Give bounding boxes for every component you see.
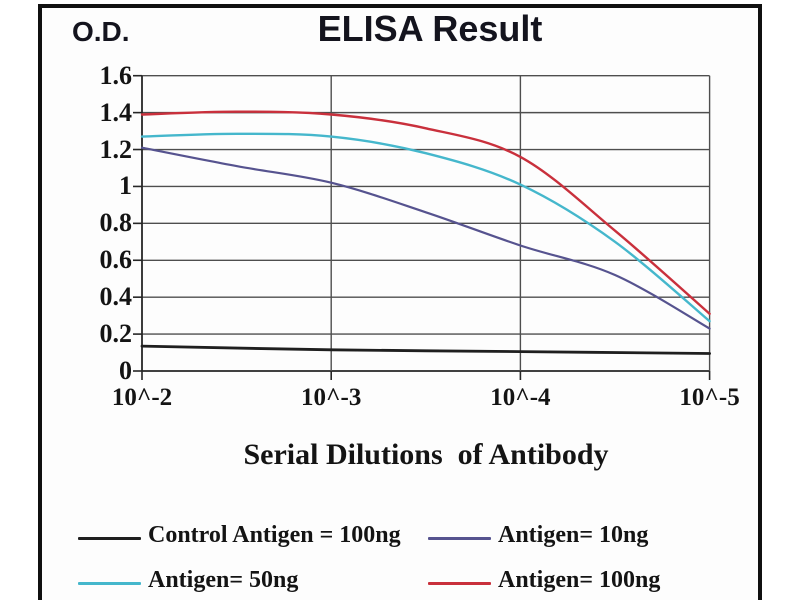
x-tick-label: 10^-4 bbox=[490, 384, 551, 411]
legend-line-sample bbox=[78, 582, 141, 585]
x-tick-label: 10^-3 bbox=[301, 384, 362, 411]
x-tick-label: 10^-5 bbox=[679, 384, 740, 411]
y-tick-label: 0.6 bbox=[99, 245, 133, 275]
legend-line-sample bbox=[428, 582, 491, 585]
y-tick-label: 0.4 bbox=[99, 282, 133, 312]
figure-frame bbox=[38, 4, 762, 600]
x-tick-label: 10^-2 bbox=[111, 384, 173, 411]
legend-label: Antigen= 10ng bbox=[498, 522, 649, 548]
y-tick-label: 1.4 bbox=[99, 97, 133, 127]
curve-antigen-100ng bbox=[140, 110, 711, 315]
y-tick-label: 0 bbox=[119, 356, 132, 385]
y-tick-label: 0.2 bbox=[99, 319, 133, 349]
legend-line-sample bbox=[78, 537, 141, 540]
y-tick-label: 1 bbox=[119, 171, 132, 201]
y-tick-label: 1.2 bbox=[99, 134, 133, 164]
legend-line-sample bbox=[428, 537, 491, 540]
y-tick-label: 0.8 bbox=[99, 208, 133, 238]
curve-antigen-50ng bbox=[140, 132, 711, 323]
y-tick-label: 1.6 bbox=[99, 60, 133, 90]
legend-label: Antigen= 100ng bbox=[498, 567, 661, 593]
y-axis-label: O.D. bbox=[72, 16, 130, 47]
legend-label: Control Antigen = 100ng bbox=[148, 522, 401, 548]
curve-control-antigen-100ng bbox=[140, 344, 711, 355]
curve-antigen-10ng bbox=[140, 146, 711, 330]
legend-label: Antigen= 50ng bbox=[148, 567, 299, 593]
x-axis-title: Serial Dilutions of Antibody bbox=[243, 438, 609, 471]
chart-title: ELISA Result bbox=[317, 8, 543, 49]
